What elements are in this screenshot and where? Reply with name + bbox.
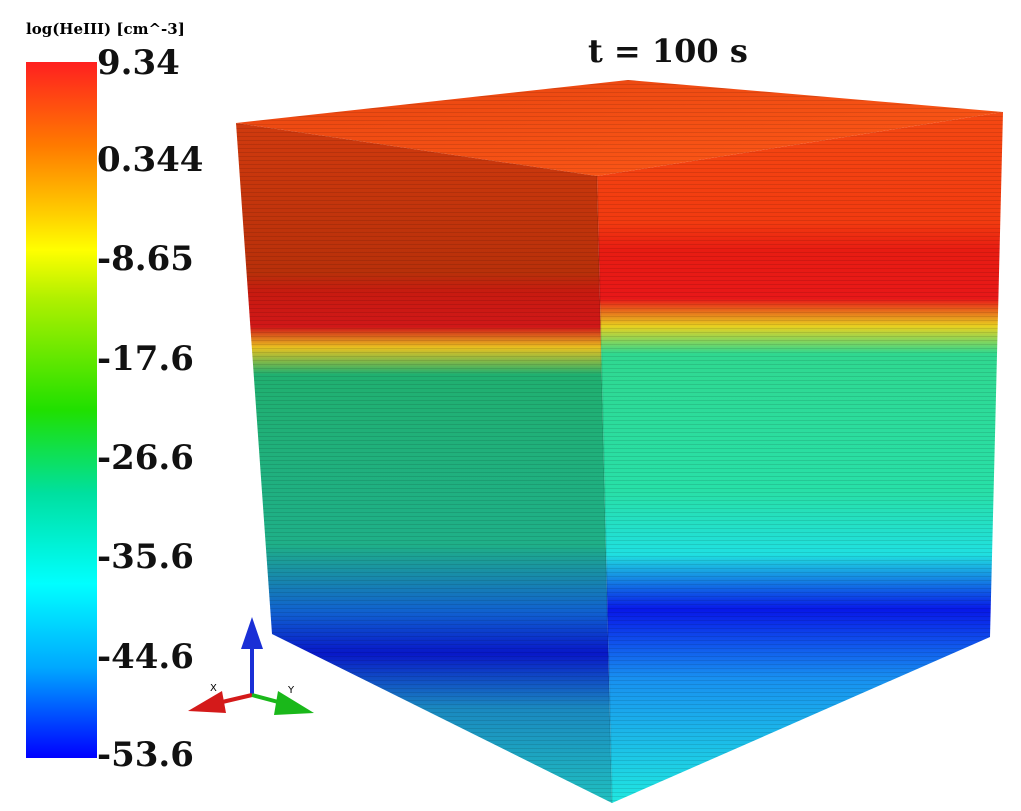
colorbar-tick-label: -17.6 [97,339,194,379]
colorbar-tick-label: -35.6 [97,537,194,577]
x-axis-arrow-icon [188,691,226,713]
colorbar-tick-label: -44.6 [97,637,194,677]
colorbar-title: log(HeIII) [cm^-3] [26,20,185,38]
y-axis-label: Y [287,685,295,696]
x-axis-label: X [210,683,217,694]
z-axis-arrow-icon [241,617,263,649]
axes-triad: X Y [188,617,314,715]
colorbar-tick-label: -8.65 [97,239,194,279]
y-axis-arrow-icon [274,691,314,715]
colorbar-tick-label: 0.344 [97,140,204,180]
colorbar [26,62,97,758]
time-label: t = 100 s [588,32,748,70]
colorbar-tick-label: 9.34 [97,43,180,83]
colorbar-tick-label: -53.6 [97,735,194,775]
colorbar-tick-label: -26.6 [97,438,194,478]
